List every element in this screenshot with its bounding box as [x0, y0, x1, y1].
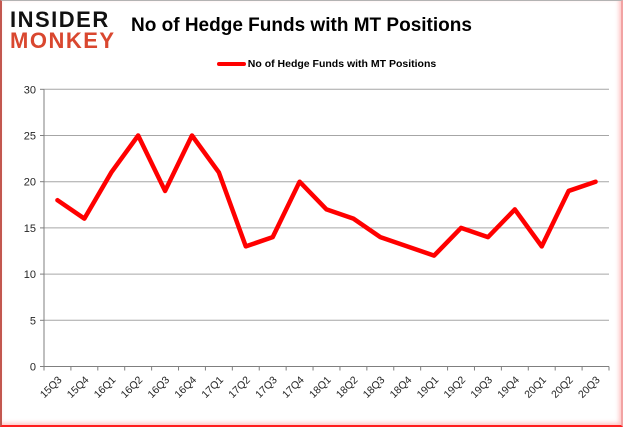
x-tick-label: 19Q1 [415, 374, 442, 401]
x-tick-label: 18Q4 [388, 374, 415, 401]
x-tick-label: 19Q3 [468, 374, 495, 401]
x-tick-label: 15Q3 [38, 374, 65, 401]
x-tick-label: 20Q1 [522, 374, 549, 401]
x-tick-label: 17Q2 [226, 374, 253, 401]
x-tick-label: 16Q2 [119, 374, 146, 401]
chart-title: No of Hedge Funds with MT Positions [131, 15, 472, 36]
y-tick-label: 0 [30, 362, 36, 374]
x-tick-label: 16Q1 [92, 374, 119, 401]
x-tick-label: 18Q3 [361, 374, 388, 401]
legend-label: No of Hedge Funds with MT Positions [247, 58, 437, 70]
y-tick-label: 10 [24, 269, 36, 281]
y-tick-label: 30 [24, 84, 36, 96]
y-tick-label: 25 [24, 131, 36, 143]
legend: No of Hedge Funds with MT Positions [44, 58, 609, 70]
x-tick-label: 19Q2 [441, 374, 468, 401]
y-tick-label: 20 [24, 177, 36, 189]
x-tick-label: 17Q3 [253, 374, 280, 401]
x-tick-label: 15Q4 [65, 374, 92, 401]
series-line [55, 133, 598, 258]
y-tick-label: 5 [30, 315, 36, 327]
x-tick-label: 20Q2 [549, 374, 576, 401]
x-tick-label: 20Q3 [576, 374, 603, 401]
logo-monkey-text: MONKEY [10, 28, 116, 53]
x-tick-label: 18Q1 [307, 374, 334, 401]
insider-monkey-logo: INSIDER MONKEY [10, 8, 116, 52]
x-tick-label: 16Q4 [172, 374, 199, 401]
y-tick-label: 15 [24, 223, 36, 235]
x-tick-label: 17Q4 [280, 374, 307, 401]
x-tick-label: 16Q3 [146, 374, 173, 401]
x-tick-label: 18Q2 [334, 374, 361, 401]
logo-insider-text: INSIDER [10, 7, 110, 32]
x-tick-label: 17Q1 [199, 374, 226, 401]
legend-line-marker [216, 62, 246, 66]
x-tick-label: 19Q4 [495, 374, 522, 401]
